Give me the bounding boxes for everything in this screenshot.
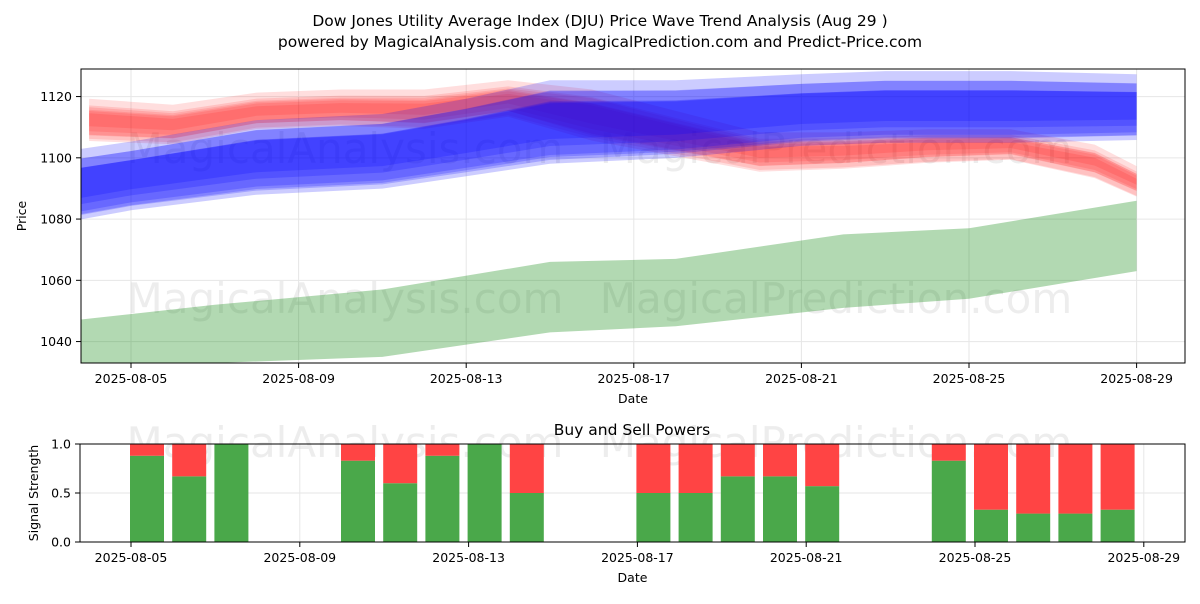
- buy-power-bar: [383, 483, 418, 542]
- buy-power-bar: [931, 460, 966, 542]
- buy-power-bar: [214, 444, 249, 542]
- sell-power-bar: [341, 444, 375, 461]
- blue-trend-band: [81, 90, 1137, 198]
- price-x-tick-label: 2025-08-29: [1100, 371, 1173, 386]
- chart-title-line2: powered by MagicalAnalysis.com and Magic…: [278, 33, 922, 51]
- signal-x-tick-label: 2025-08-25: [939, 550, 1012, 565]
- sell-power-bar: [720, 444, 755, 477]
- buy-power-bar: [1058, 513, 1093, 542]
- buy-power-bar: [720, 476, 755, 542]
- buy-power-bar: [678, 493, 713, 542]
- price-y-tick-label: 1060: [40, 273, 72, 288]
- signal-x-axis-label: Date: [618, 570, 648, 585]
- chart-title-line1: Dow Jones Utility Average Index (DJU) Pr…: [312, 12, 887, 30]
- price-bands: [81, 71, 1137, 363]
- price-y-tick-label: 1040: [40, 334, 72, 349]
- red-trend-band: [89, 89, 1137, 185]
- red-trend-band: [89, 88, 1137, 197]
- signal-y-tick-label: 1.0: [51, 437, 71, 452]
- buy-power-bar: [974, 509, 1008, 542]
- blue-trend-band: [81, 90, 1137, 215]
- signal-panel-title: Buy and Sell Powers: [554, 421, 711, 439]
- sell-power-bar: [1058, 444, 1093, 514]
- sell-power-bar: [1100, 444, 1135, 510]
- signal-plot-frame: [79, 443, 1186, 543]
- sell-power-bar: [974, 444, 1008, 510]
- watermark-text: MagicalPrediction.com: [600, 274, 1073, 323]
- signal-panel: 2025-08-05 2025-08-09 2025-08-13 2025-08-17…: [26, 418, 1186, 585]
- price-y-tick-label: 1100: [40, 150, 72, 165]
- blue-trend-band: [81, 90, 1137, 205]
- buy-power-bar: [636, 493, 671, 542]
- signal-y-axis-label: Signal Strength: [26, 445, 41, 541]
- signal-x-tick-label: 2025-08-05: [95, 550, 168, 565]
- sell-power-bar: [172, 444, 207, 477]
- price-x-tick-label: 2025-08-25: [933, 371, 1006, 386]
- price-x-tick-label: 2025-08-13: [430, 371, 503, 386]
- sell-power-bar: [636, 444, 671, 493]
- buy-power-bar: [172, 476, 207, 542]
- price-x-axis-label: Date: [618, 391, 648, 406]
- price-x-tick-label: 2025-08-21: [765, 371, 838, 386]
- buy-power-bar: [130, 455, 164, 542]
- blue-trend-band: [81, 71, 1137, 216]
- signal-x-tick-label: 2025-08-29: [1107, 550, 1180, 565]
- buy-power-bar: [467, 444, 502, 542]
- price-x-tick-label: 2025-08-05: [95, 371, 168, 386]
- price-plot-area: [81, 69, 1185, 363]
- buy-power-bar: [425, 455, 460, 542]
- buy-power-bar: [805, 486, 840, 542]
- sell-power-bar: [1016, 444, 1051, 514]
- sell-power-bar: [678, 444, 713, 493]
- signal-y-tick-label: 0.0: [51, 535, 71, 550]
- buy-power-bar: [763, 476, 797, 542]
- red-trend-band: [89, 80, 1137, 191]
- price-y-tick-label: 1120: [40, 89, 72, 104]
- sell-power-bar: [509, 444, 544, 493]
- watermark-text: MagicalAnalysis.com: [127, 274, 564, 323]
- red-trend-band: [89, 93, 1137, 196]
- watermark-text: MagicalPrediction.com: [600, 124, 1073, 173]
- price-x-tick-label: 2025-08-09: [262, 371, 335, 386]
- sell-power-bar: [425, 444, 460, 456]
- price-y-axis-label: Price: [14, 200, 29, 231]
- price-plot-frame: [80, 68, 1186, 364]
- price-y-tick-label: 1080: [40, 212, 72, 227]
- buy-power-bar: [1016, 513, 1051, 542]
- blue-trend-band: [81, 80, 1137, 212]
- signal-x-tick-label: 2025-08-13: [432, 550, 505, 565]
- green-trend-band: [81, 200, 1137, 363]
- buy-power-bar: [341, 460, 375, 542]
- price-x-tick-label: 2025-08-17: [597, 371, 670, 386]
- sell-power-bar: [130, 444, 164, 456]
- signal-y-tick-label: 0.5: [51, 486, 71, 501]
- signal-x-tick-label: 2025-08-09: [263, 550, 336, 565]
- signal-x-tick-label: 2025-08-21: [770, 550, 843, 565]
- signal-x-tick-label: 2025-08-17: [601, 550, 674, 565]
- sell-power-bar: [805, 444, 840, 487]
- buy-power-bar: [1100, 509, 1135, 542]
- blue-trend-band: [81, 80, 1137, 220]
- price-panel: 2025-08-05 2025-08-09 2025-08-13 2025-08-17…: [14, 68, 1186, 406]
- sell-power-bar: [763, 444, 797, 477]
- sell-power-bar: [931, 444, 966, 461]
- red-trend-band: [89, 91, 1137, 190]
- watermark-text: MagicalAnalysis.com: [127, 124, 564, 173]
- sell-power-bar: [383, 444, 418, 484]
- buy-power-bar: [509, 493, 544, 542]
- red-trend-band: [89, 86, 1137, 192]
